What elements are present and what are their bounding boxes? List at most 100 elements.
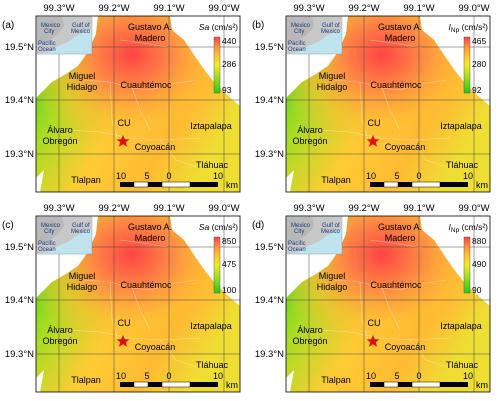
- colorbar-max: 850: [222, 236, 236, 246]
- place-iztapalapa: Iztapalapa: [440, 121, 482, 131]
- place-gam-2: Madero: [135, 33, 166, 43]
- scale-bar: 10 5 0 10 km: [366, 171, 488, 190]
- colorbar: INp (cm/s²) 465 280 92: [449, 22, 489, 95]
- place-cuauhtemoc: Cuauhtémoc: [370, 280, 422, 290]
- colorbar-var: I: [449, 222, 452, 232]
- inset-map: Mexico City Gulf of Mexico Pacific Ocean: [36, 16, 93, 55]
- scale-unit: km: [226, 180, 238, 190]
- place-iztapalapa: Iztapalapa: [190, 121, 232, 131]
- place-gam-1: Gustavo A.: [128, 222, 172, 232]
- panel-label: (c): [2, 220, 14, 231]
- lon-tick: 99.0°W: [458, 3, 489, 14]
- scale-tick: 0: [416, 371, 421, 381]
- lat-tick: 19.4°N: [5, 295, 34, 306]
- inset-map: Mexico City Gulf of Mexico Pacific Ocean: [286, 16, 343, 55]
- place-ao-1: Álvaro: [47, 125, 73, 135]
- cu-star-icon: [116, 335, 130, 347]
- scale-unit: km: [226, 380, 238, 390]
- place-tlahuac: Tláhuac: [446, 160, 479, 170]
- scale-tick: 0: [166, 371, 171, 381]
- place-tlahuac: Tláhuac: [196, 360, 229, 370]
- colorbar-unit: (cm/s²): [209, 222, 238, 232]
- place-mh-2: Hidalgo: [67, 82, 98, 92]
- lon-tick: 99.1°W: [153, 203, 184, 214]
- cu-star-icon: [366, 135, 380, 147]
- lon-tick: 99.3°W: [293, 203, 324, 214]
- colorbar-sub: Np: [451, 27, 460, 34]
- lon-tick: 99.0°W: [208, 203, 239, 214]
- inset-pacific-1: Pacific: [288, 41, 306, 47]
- place-cu: CU: [118, 118, 131, 128]
- place-tlalpan: Tlalpan: [71, 375, 101, 385]
- lon-tick: 99.2°W: [348, 3, 379, 14]
- place-mh-2: Hidalgo: [67, 282, 98, 292]
- panel-label: (a): [2, 20, 14, 31]
- inset-pacific-2: Ocean: [288, 47, 306, 53]
- scale-tick: 0: [416, 171, 421, 181]
- lon-tick: 99.3°W: [43, 3, 74, 14]
- scale-tick: 10: [116, 371, 126, 381]
- inset-gulf-1: Gulf of: [72, 223, 90, 229]
- panel-a: (a) 99.3°W 99.2°W 99.1°W 99.0°W 19.5°N 1…: [0, 0, 250, 200]
- place-cu: CU: [368, 118, 381, 128]
- lat-tick: 19.3°N: [255, 149, 284, 160]
- colorbar-unit: (cm/s²): [459, 22, 488, 32]
- scale-tick: 10: [116, 171, 126, 181]
- place-coyoacan: Coyoacán: [135, 342, 176, 352]
- colorbar: Sa (cm/s²) 440 286 93: [199, 22, 238, 95]
- place-iztapalapa: Iztapalapa: [190, 321, 232, 331]
- place-tlalpan: Tlalpan: [321, 175, 351, 185]
- scale-bar: 10 5 0 10 km: [116, 371, 238, 390]
- scale-tick: 10: [213, 171, 223, 181]
- place-tlahuac: Tláhuac: [446, 360, 479, 370]
- colorbar-title: Sa (cm/s²): [199, 22, 238, 32]
- lon-tick: 99.1°W: [403, 3, 434, 14]
- place-gam-1: Gustavo A.: [378, 222, 422, 232]
- lon-tick: 99.2°W: [98, 203, 129, 214]
- cu-star-icon: [366, 335, 380, 347]
- colorbar-min: 92: [472, 85, 482, 95]
- lat-tick: 19.4°N: [5, 95, 34, 106]
- inset-mexico-city-1: Mexico: [291, 223, 311, 229]
- lat-tick: 19.5°N: [255, 242, 284, 253]
- inset-pacific-1: Pacific: [288, 241, 306, 247]
- place-mh-1: Miguel: [69, 71, 96, 81]
- scale-tick: 10: [366, 171, 376, 181]
- lat-tick: 19.5°N: [255, 42, 284, 53]
- inset-pacific-2: Ocean: [38, 247, 56, 253]
- lon-tick: 99.1°W: [403, 203, 434, 214]
- inset-mexico-city-2: City: [294, 229, 304, 235]
- lat-tick: 19.3°N: [255, 349, 284, 360]
- colorbar-max: 440: [222, 36, 236, 46]
- colorbar-var: Sa: [199, 22, 210, 32]
- scale-tick: 5: [144, 171, 149, 181]
- colorbar-max: 465: [472, 36, 486, 46]
- place-mh-1: Miguel: [319, 271, 346, 281]
- place-ao-2: Obregón: [42, 136, 77, 146]
- inset-mexico-city-2: City: [44, 229, 54, 235]
- scale-tick: 5: [144, 371, 149, 381]
- colorbar-mid: 475: [222, 259, 236, 269]
- place-gam-1: Gustavo A.: [378, 22, 422, 32]
- inset-mexico-city-1: Mexico: [41, 23, 61, 29]
- inset-mexico-city-2: City: [44, 29, 54, 35]
- colorbar-mid: 286: [222, 59, 236, 69]
- place-ao-2: Obregón: [42, 336, 77, 346]
- lat-tick: 19.5°N: [5, 242, 34, 253]
- scale-bar: 10 5 0 10 km: [366, 371, 488, 390]
- lon-tick: 99.0°W: [208, 3, 239, 14]
- colorbar-title: Sa (cm/s²): [199, 222, 238, 232]
- scale-tick: 5: [394, 171, 399, 181]
- colorbar-unit: (cm/s²): [459, 222, 488, 232]
- colorbar-min: 90: [472, 285, 482, 295]
- lat-tick: 19.4°N: [255, 295, 284, 306]
- panel-c: (c) 99.3°W 99.2°W 99.1°W 99.0°W 19.5°N 1…: [0, 200, 250, 400]
- inset-gulf-2: Mexico: [321, 29, 341, 35]
- scale-tick: 10: [463, 371, 473, 381]
- place-ao-1: Álvaro: [297, 125, 323, 135]
- place-gam-2: Madero: [385, 33, 416, 43]
- inset-mexico-city-1: Mexico: [291, 23, 311, 29]
- colorbar-sub: Np: [451, 227, 460, 234]
- colorbar-var: Sa: [199, 222, 210, 232]
- colorbar-min: 100: [222, 285, 236, 295]
